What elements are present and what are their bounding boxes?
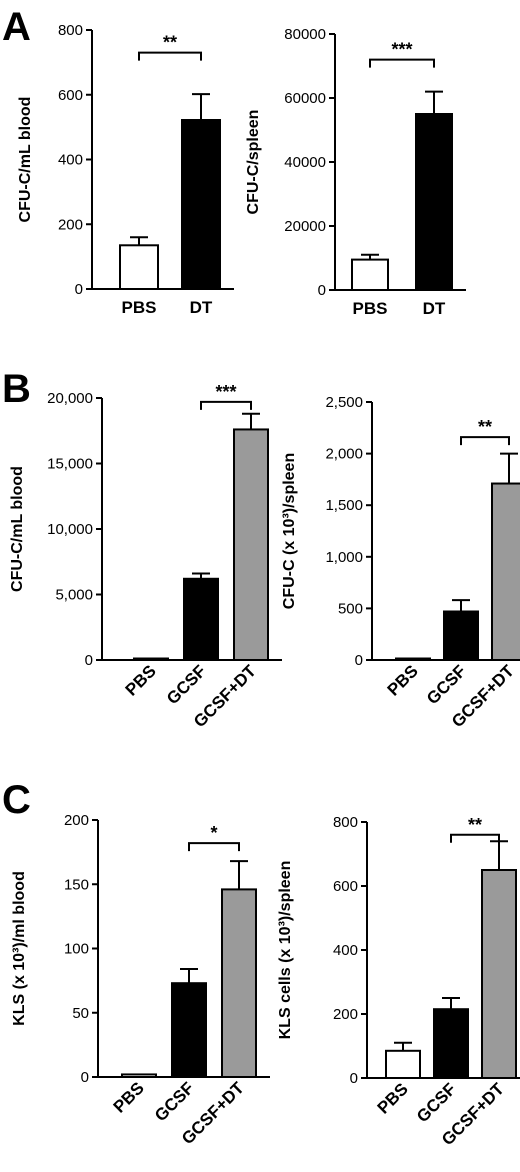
bar-pbs (119, 244, 159, 290)
bar-gcsf-dt (221, 888, 257, 1079)
y-axis-label: CFU-C/mL blood (17, 97, 34, 223)
category-label: GCSF (151, 1078, 198, 1125)
category-label: DT (190, 298, 213, 317)
chart-3: 0 5,000 10,000 15,000 20,000 CFU-C/mL blood PB… (9, 382, 282, 731)
y-tick-label: 0 (355, 652, 363, 669)
y-tick-label: 40000 (284, 154, 326, 171)
y-tick-label: 1,500 (325, 497, 363, 514)
y-tick-label: 200 (333, 1006, 358, 1023)
chart-2: 0 20000 40000 60000 80000 CFU-C/spleen PBS DT **… (245, 26, 466, 318)
y-tick-label: 80000 (284, 26, 326, 43)
category-label: PBS (122, 661, 160, 699)
significance-bracket (188, 842, 240, 852)
y-tick-label: 500 (338, 600, 363, 617)
y-axis-label: CFU-C/mL blood (9, 466, 26, 592)
bar-gcsf-dt (233, 428, 269, 661)
bar-dt (181, 119, 221, 290)
bar-pbs (121, 1073, 157, 1079)
y-axis-label: CFU-C (x 10³)/spleen (281, 453, 298, 609)
y-tick-label: 15,000 (47, 456, 93, 473)
bar-gcsf (171, 982, 207, 1079)
chart-1: 0 200 400 600 800 CFU-C/mL blood PBS DT ** (17, 22, 234, 317)
y-tick-label: 10,000 (47, 521, 93, 538)
panel-letter-b: B (2, 367, 31, 411)
bar-pbs (395, 657, 431, 661)
bar-dt (415, 113, 453, 291)
bar-pbs (385, 1049, 421, 1080)
significance-label: ** (468, 815, 482, 835)
y-tick-label: 2,500 (325, 394, 363, 411)
category-label: GCSF (413, 1079, 460, 1126)
y-tick-label: 200 (58, 216, 83, 233)
category-label: PBS (384, 661, 422, 699)
category-label: DT (423, 299, 446, 318)
significance-bracket (200, 400, 252, 410)
significance-label: ** (478, 417, 492, 437)
category-label: GCSF (423, 661, 470, 708)
y-axis-label: KLS cells (x 10³)/spleen (277, 861, 294, 1040)
y-axis-label: CFU-C/spleen (245, 110, 262, 215)
y-tick-label: 5,000 (55, 587, 93, 604)
bar-gcsf (443, 610, 479, 661)
bar-gcsf (183, 577, 219, 662)
category-label: PBS (122, 298, 157, 317)
category-label: GCSF (163, 661, 210, 708)
significance-label: *** (391, 40, 412, 60)
y-tick-label: 150 (64, 876, 89, 893)
y-tick-label: 0 (350, 1070, 358, 1087)
y-tick-label: 20,000 (47, 390, 93, 407)
y-tick-label: 600 (58, 87, 83, 104)
significance-bracket (369, 58, 435, 68)
y-axis-label: KLS (x 10³)/ml blood (11, 871, 28, 1026)
y-tick-label: 400 (333, 942, 358, 959)
y-tick-label: 0 (85, 652, 93, 669)
y-tick-label: 50 (72, 1005, 89, 1022)
significance-bracket (450, 833, 500, 843)
category-label: PBS (353, 299, 388, 318)
y-tick-label: 200 (64, 812, 89, 829)
y-tick-label: 20000 (284, 218, 326, 235)
y-tick-label: 400 (58, 152, 83, 169)
panel-letter-c: C (2, 778, 31, 822)
y-tick-label: 2,000 (325, 446, 363, 463)
significance-bracket (138, 51, 202, 61)
y-tick-label: 60000 (284, 90, 326, 107)
significance-bracket (460, 436, 510, 446)
y-tick-label: 600 (333, 878, 358, 895)
chart-6: 0 200 400 600 800 KLS cells (x 10³)/spleen PBS… (277, 814, 520, 1149)
y-tick-label: 1,000 (325, 549, 363, 566)
significance-label: ** (163, 33, 177, 53)
y-tick-label: 100 (64, 941, 89, 958)
significance-label: *** (215, 382, 236, 402)
bar-pbs (133, 657, 169, 661)
bar-gcsf (433, 1008, 469, 1080)
bar-gcsf-dt (491, 482, 520, 662)
y-tick-label: 0 (318, 282, 326, 299)
category-label: PBS (110, 1078, 148, 1116)
bar-pbs (351, 258, 389, 292)
y-tick-label: 800 (58, 22, 83, 39)
significance-label: * (210, 823, 217, 843)
chart-4: 0 500 1,000 1,500 2,000 2,500 CFU-C (x 10³)/sp… (281, 394, 520, 731)
bar-gcsf-dt (481, 869, 517, 1079)
y-tick-label: 800 (333, 814, 358, 831)
category-label: PBS (374, 1079, 412, 1117)
y-tick-label: 0 (81, 1069, 89, 1086)
panel-letter-a: A (2, 5, 31, 49)
y-tick-label: 0 (75, 281, 83, 298)
